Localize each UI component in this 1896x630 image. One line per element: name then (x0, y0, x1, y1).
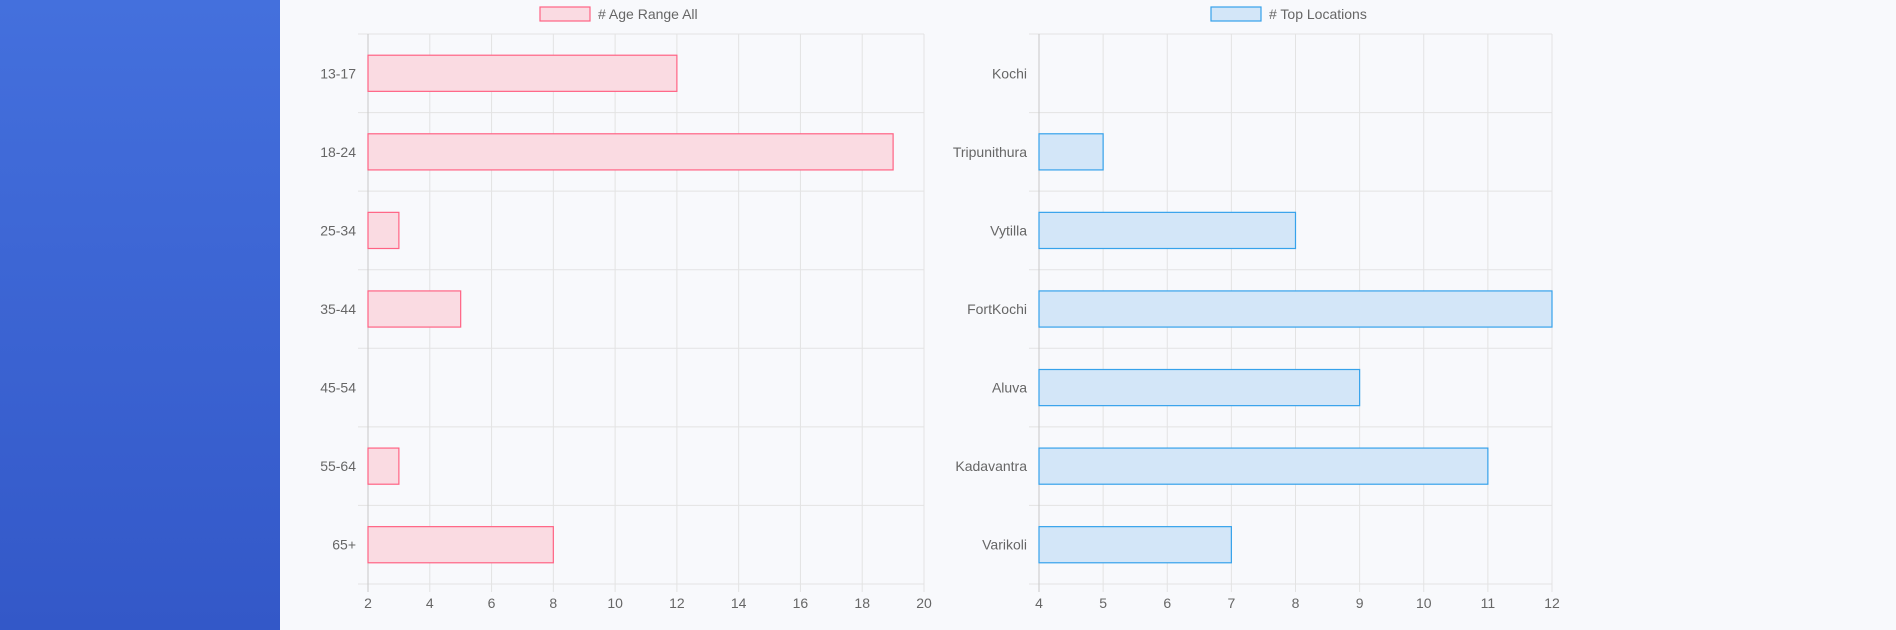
age-bar-25-34 (367, 211, 400, 250)
age-x-tick-label: 20 (916, 595, 932, 611)
age-x-tick-label: 4 (426, 595, 434, 611)
location-category-label: Aluva (992, 380, 1027, 396)
location-x-tick-label: 7 (1227, 595, 1235, 611)
main-content: 2 4 6 8 10 12 14 16 18 20 13-17 18-24 25-34 35-44 45-5… (280, 0, 1896, 630)
location-category-label: Varikoli (982, 537, 1027, 553)
location-bar-varikoli (1038, 526, 1232, 564)
location-bar-vytilla (1038, 211, 1297, 250)
location-x-tick-label: 4 (1035, 595, 1043, 611)
location-x-tick-label: 10 (1416, 595, 1432, 611)
location-bar-fortkochi (1038, 290, 1553, 328)
location-chart-group: 4 5 6 7 8 9 10 11 12 Kochi Tripunithura Vytilla Fort… (953, 6, 1560, 611)
age-category-label: 13-17 (320, 65, 356, 81)
sidebar (0, 0, 280, 630)
age-category-label: 18-24 (320, 144, 356, 160)
age-bar-18-24 (367, 133, 894, 171)
location-x-tick-label: 6 (1163, 595, 1171, 611)
age-category-label: 65+ (332, 537, 356, 553)
location-legend-label: # Top Locations (1269, 6, 1367, 22)
location-category-label: Vytilla (990, 222, 1027, 238)
age-x-tick-label: 14 (731, 595, 747, 611)
location-bar-tripunithura (1038, 133, 1104, 171)
location-bar-aluva (1038, 368, 1361, 407)
age-bar-35-44 (367, 290, 462, 328)
location-category-label: FortKochi (967, 301, 1027, 317)
age-category-label: 55-64 (320, 458, 356, 474)
age-category-label: 35-44 (320, 301, 356, 317)
age-x-tick-label: 18 (854, 595, 870, 611)
location-x-tick-label: 5 (1099, 595, 1107, 611)
age-bar-13-17 (367, 54, 678, 92)
age-x-tick-label: 8 (549, 595, 557, 611)
age-x-tick-label: 6 (488, 595, 496, 611)
age-range-chart: 2 4 6 8 10 12 14 16 18 20 13-17 18-24 25-34 35-44 45-5… (320, 6, 1560, 611)
age-category-label: 25-34 (320, 222, 356, 238)
location-x-tick-label: 8 (1292, 595, 1300, 611)
age-bar-55-64 (367, 447, 400, 485)
age-bar-65- (367, 526, 554, 564)
age-category-label: 45-54 (320, 380, 356, 396)
location-x-tick-label: 12 (1544, 595, 1560, 611)
age-legend-swatch (539, 6, 591, 22)
age-x-tick-label: 16 (793, 595, 809, 611)
age-x-tick-label: 12 (669, 595, 685, 611)
location-bar-kadavantra (1038, 447, 1489, 485)
location-category-label: Kochi (992, 65, 1027, 81)
age-x-tick-label: 2 (364, 595, 372, 611)
location-category-label: Kadavantra (955, 458, 1027, 474)
location-x-tick-label: 11 (1481, 595, 1496, 611)
location-x-tick-label: 9 (1356, 595, 1364, 611)
age-legend-label: # Age Range All (598, 6, 698, 22)
location-legend-swatch (1210, 6, 1262, 22)
location-category-label: Tripunithura (953, 144, 1027, 160)
age-chart-group: 2 4 6 8 10 12 14 16 18 20 13-17 18-24 25-34 35-44 45-5… (320, 6, 932, 611)
age-x-tick-label: 10 (607, 595, 623, 611)
